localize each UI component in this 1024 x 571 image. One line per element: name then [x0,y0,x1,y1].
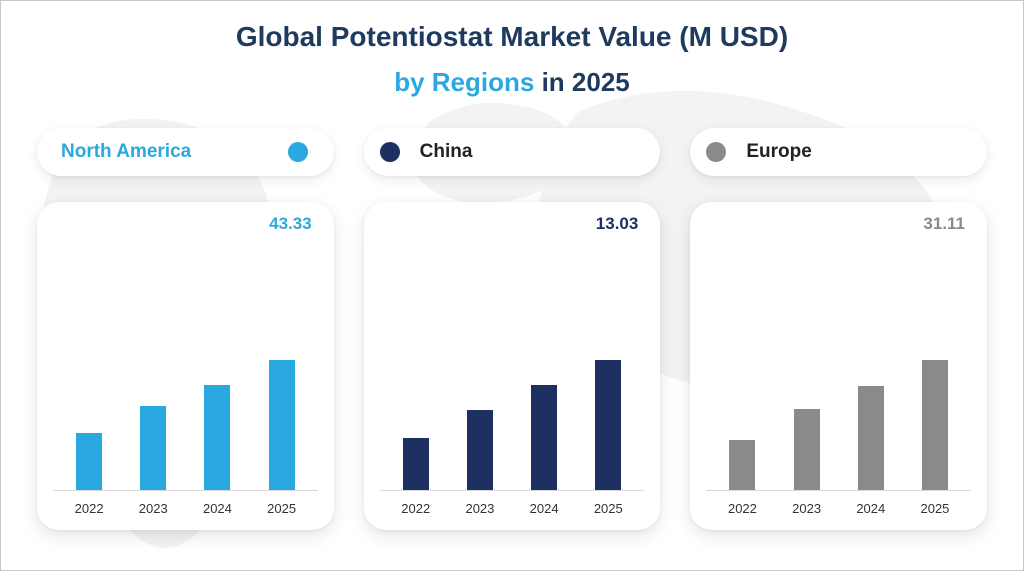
bar [269,360,295,490]
bar-column [185,220,249,490]
bar-column [576,220,640,490]
charts-row: 43.33202220232024202513.0320222023202420… [31,202,993,540]
region-dot-icon [288,142,308,162]
title-line2: by Regions in 2025 [31,67,993,98]
bar [403,438,429,490]
bar [140,406,166,490]
region-pill-north-america: North America [37,128,334,176]
x-axis-label: 2022 [710,501,774,516]
title-accent-text: by Regions [394,67,534,97]
bar-column [710,220,774,490]
bar-column [121,220,185,490]
x-axis-label: 2023 [448,501,512,516]
x-axis-label: 2025 [576,501,640,516]
bar-column [839,220,903,490]
bar-column [57,220,121,490]
bar-column [448,220,512,490]
bar [467,410,493,490]
bars-area [380,220,645,491]
bars-area [53,220,318,491]
chart-card-europe: 31.11 2022202320242025 [690,202,987,530]
bar [204,385,230,490]
title-line1: Global Potentiostat Market Value (M USD) [31,21,993,53]
title-block: Global Potentiostat Market Value (M USD)… [31,21,993,98]
x-axis-label: 2024 [839,501,903,516]
chart-card-china: 13.03 2022202320242025 [364,202,661,530]
bar-column [512,220,576,490]
region-pill-china: China [364,128,661,176]
region-label: North America [61,141,191,163]
chart-callout-value: 13.03 [596,214,639,234]
bar-column [384,220,448,490]
bar-column [903,220,967,490]
bar-column [775,220,839,490]
x-axis-label: 2025 [903,501,967,516]
region-label: Europe [746,141,811,163]
x-axis: 2022202320242025 [706,491,971,518]
x-axis-label: 2023 [775,501,839,516]
x-axis: 2022202320242025 [380,491,645,518]
x-axis-label: 2024 [185,501,249,516]
bar [794,409,820,490]
bar [531,385,557,490]
x-axis: 2022202320242025 [53,491,318,518]
region-pills-row: North America China Europe [31,128,993,176]
chart-callout-value: 31.11 [923,214,965,234]
title-rest-text: in 2025 [534,67,629,97]
bar-column [250,220,314,490]
x-axis-label: 2024 [512,501,576,516]
bar [922,360,948,490]
bar [76,433,102,490]
region-dot-icon [706,142,726,162]
x-axis-label: 2022 [57,501,121,516]
bar [729,440,755,490]
chart-callout-value: 43.33 [269,214,312,234]
x-axis-label: 2023 [121,501,185,516]
region-pill-europe: Europe [690,128,987,176]
bar [858,386,884,490]
infographic-content: Global Potentiostat Market Value (M USD)… [1,1,1023,570]
x-axis-label: 2025 [250,501,314,516]
region-label: China [420,141,473,163]
x-axis-label: 2022 [384,501,448,516]
bars-area [706,220,971,491]
chart-card-north-america: 43.33 2022202320242025 [37,202,334,530]
bar [595,360,621,490]
region-dot-icon [380,142,400,162]
